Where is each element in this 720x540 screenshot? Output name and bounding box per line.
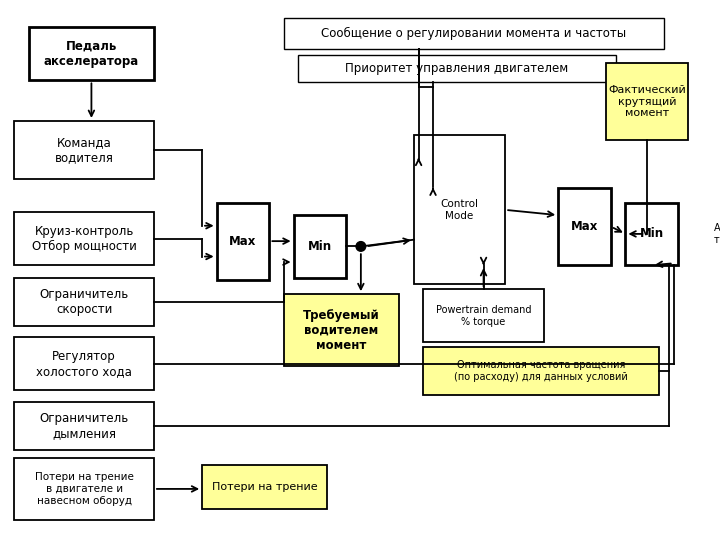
Text: Круиз-контроль
Отбор мощности: Круиз-контроль Отбор мощности <box>32 225 137 253</box>
Text: Ограничитель
скорости: Ограничитель скорости <box>40 288 129 316</box>
Bar <box>414 136 505 285</box>
Bar <box>14 338 154 390</box>
Text: Max: Max <box>229 235 256 248</box>
Bar <box>606 63 688 140</box>
Text: Оптимальная частота вращения
(по расходу) для данных условий: Оптимальная частота вращения (по расходу… <box>454 360 628 382</box>
Bar <box>284 18 664 49</box>
Text: Ограничитель
дымления: Ограничитель дымления <box>40 412 129 440</box>
Bar <box>423 289 544 342</box>
Text: Требуемый
водителем
момент: Требуемый водителем момент <box>303 309 380 352</box>
Text: Фактический
крутящий
момент: Фактический крутящий момент <box>608 85 686 118</box>
Bar <box>423 347 660 395</box>
Circle shape <box>356 241 366 251</box>
Bar <box>14 121 154 179</box>
Bar <box>626 202 678 265</box>
Bar <box>14 278 154 326</box>
Bar <box>14 457 154 520</box>
Text: Приоритет управления двигателем: Приоритет управления двигателем <box>346 63 569 76</box>
Text: Control
Mode: Control Mode <box>441 199 479 221</box>
Text: Min: Min <box>640 227 664 240</box>
Bar <box>558 188 611 265</box>
Text: Max: Max <box>571 220 598 233</box>
Text: Потери на трение
в двигателе и
навесном оборуд: Потери на трение в двигателе и навесном … <box>35 472 134 505</box>
Text: Педаль
акселератора: Педаль акселератора <box>44 40 139 68</box>
Bar <box>202 465 327 509</box>
Bar <box>217 202 269 280</box>
Text: Min: Min <box>308 240 332 253</box>
Bar <box>298 56 616 83</box>
Bar <box>29 28 154 80</box>
Bar <box>14 212 154 265</box>
Bar <box>284 294 400 366</box>
Text: Потери на трение: Потери на трение <box>212 482 318 492</box>
Text: Powertrain demand
% torque: Powertrain demand % torque <box>436 305 531 327</box>
Bar <box>14 402 154 450</box>
Text: Ас
т: Ас т <box>714 223 720 245</box>
Text: Сообщение о регулировании момента и частоты: Сообщение о регулировании момента и част… <box>321 26 626 40</box>
Bar <box>294 215 346 278</box>
Text: Команда
водителя: Команда водителя <box>55 136 114 164</box>
Text: Регулятор
холостого хода: Регулятор холостого хода <box>36 350 132 378</box>
